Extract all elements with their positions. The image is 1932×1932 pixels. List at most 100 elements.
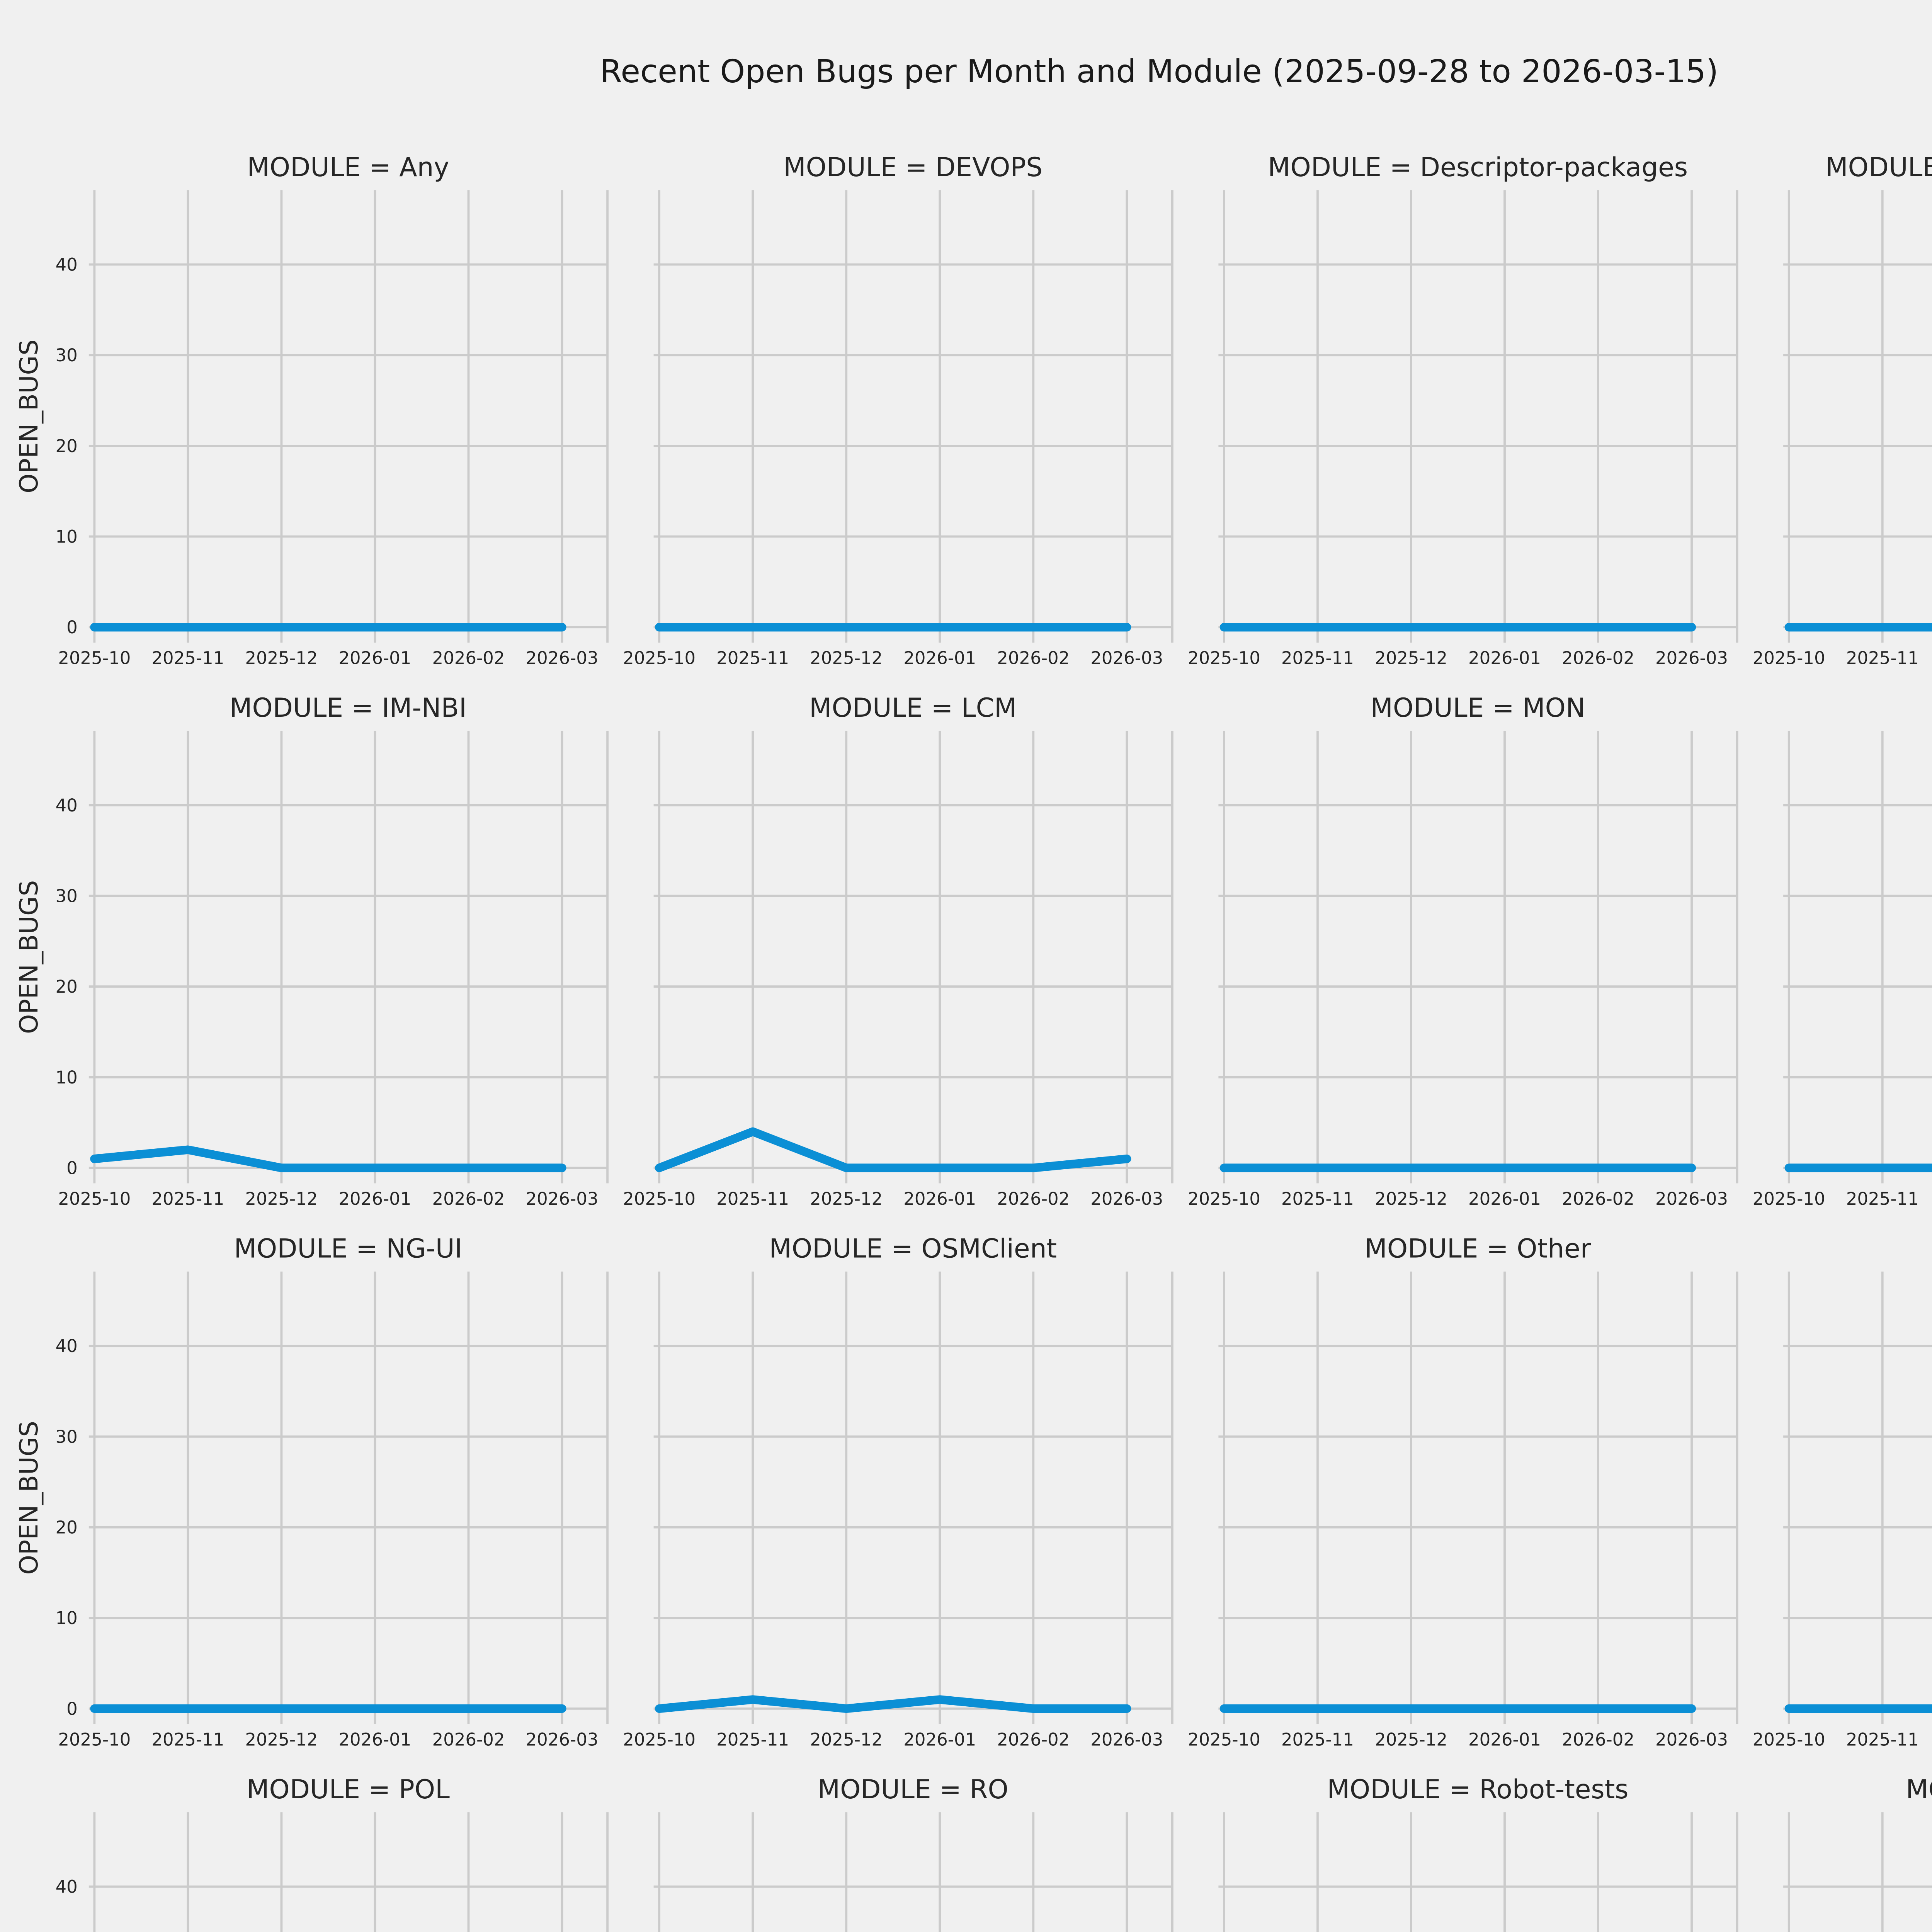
x-tick-label: 2025-10: [623, 1729, 696, 1750]
facet-DEVOPS: MODULE = DEVOPS 2025-10 2025-11 2025-12 2026…: [623, 152, 1173, 668]
x-tick-label: 2025-12: [1375, 1189, 1447, 1209]
x-tick-label: 2026-03: [526, 648, 599, 668]
x-tick-label: 2026-02: [997, 648, 1070, 668]
x-tick-label: 2025-12: [810, 1729, 883, 1750]
y-tick-label: 20: [56, 1517, 78, 1538]
x-tick-label: 2026-01: [338, 1189, 411, 1209]
y-tick-label: 10: [56, 526, 78, 547]
x-tick-label: 2025-11: [1846, 1729, 1919, 1750]
facet-title: MODULE = IM-NBI: [230, 692, 467, 723]
x-tick-label: 2026-01: [903, 1189, 976, 1209]
facet-title: MODULE = MON: [1370, 692, 1585, 723]
facet-title: MODULE = Unknown: [1906, 1774, 1932, 1804]
x-tick-label: 2026-03: [1090, 1729, 1163, 1750]
facet-Descriptor-packages: MODULE = Descriptor-packages 2025-10 2025-…: [1188, 152, 1738, 668]
x-tick-label: 2026-03: [1090, 648, 1163, 668]
y-tick-label: 30: [56, 1427, 78, 1447]
y-tick-label: 40: [56, 254, 78, 275]
x-tick-label: 2025-11: [1281, 648, 1354, 668]
y-axis-label: OPEN_BUGS: [14, 880, 44, 1034]
facet-title: MODULE = Other: [1364, 1233, 1591, 1264]
facet-IM-NBI: MODULE = IM-NBI 2025-10 2025-11 2025-12 2026…: [14, 692, 609, 1209]
facet-title: MODULE = NG-UI: [234, 1233, 462, 1264]
x-tick-label: 2025-12: [245, 1189, 318, 1209]
y-tick-label: 20: [56, 436, 78, 456]
x-tick-label: 2025-11: [1846, 1189, 1919, 1209]
facet-Any: MODULE = Any 2025-10 2025-11 2025-12 2026-01…: [14, 152, 609, 668]
x-tick-label: 2025-10: [1188, 1189, 1260, 1209]
x-tick-label: 2025-12: [245, 1729, 318, 1750]
x-tick-label: 2026-01: [1468, 648, 1541, 668]
x-tick-label: 2025-10: [623, 648, 696, 668]
x-tick-label: 2025-10: [58, 1729, 131, 1750]
x-tick-label: 2025-10: [1188, 1729, 1260, 1750]
x-tick-label: 2026-02: [432, 1189, 505, 1209]
x-tick-label: 2025-11: [1281, 1729, 1354, 1750]
x-tick-label: 2025-10: [1188, 648, 1260, 668]
x-tick-label: 2025-11: [716, 1189, 789, 1209]
facet-title: MODULE = Descriptor-packages: [1268, 152, 1688, 182]
data-line: [90, 1145, 566, 1172]
facet-title: MODULE = Any: [247, 152, 449, 182]
y-tick-label: 40: [56, 795, 78, 816]
facet-NG-UI: MODULE = NG-UI 2025-10 2025-11 2025-12 2026-…: [14, 1233, 609, 1750]
y-axis-label: OPEN_BUGS: [14, 1421, 44, 1575]
facet-Robot-tests: MODULE = Robot-tests2025-102025-112025-1…: [1218, 1774, 1738, 1932]
facet-RO: MODULE = RO2025-102025-112025-122026-012…: [653, 1774, 1173, 1932]
x-tick-label: 2025-10: [1753, 648, 1825, 668]
x-tick-label: 2025-10: [58, 1189, 131, 1209]
x-tick-label: 2025-11: [1281, 1189, 1354, 1209]
x-tick-label: 2025-12: [245, 648, 318, 668]
x-tick-label: 2026-01: [903, 648, 976, 668]
y-axis-label: OPEN_BUGS: [14, 339, 44, 493]
facet-title: MODULE = Documentation / Wiki: [1825, 152, 1932, 182]
facet-MON: MODULE = MON 2025-10 2025-11 2025-12 2026-01…: [1188, 692, 1738, 1209]
x-tick-label: 2026-01: [1468, 1189, 1541, 1209]
x-tick-label: 2025-10: [1753, 1729, 1825, 1750]
x-tick-label: 2025-11: [151, 1729, 224, 1750]
x-tick-label: 2026-02: [1562, 1189, 1634, 1209]
facet-title: MODULE = RO: [818, 1774, 1009, 1804]
x-tick-label: 2025-12: [810, 1189, 883, 1209]
facet-OSMClient: MODULE = OSMClient 2025-10 2025-11 2025-12 2…: [623, 1233, 1173, 1750]
facet-PLA: MODULE = PLA2025-102025-112025-122026-01…: [1753, 1271, 1932, 1750]
y-tick-label: 10: [56, 1067, 78, 1088]
y-tick-label: 0: [66, 1158, 78, 1178]
x-tick-label: 2026-03: [1655, 1189, 1728, 1209]
x-tick-label: 2026-01: [1468, 1729, 1541, 1750]
x-tick-label: 2026-01: [903, 1729, 976, 1750]
facet-title: MODULE = OSMClient: [769, 1233, 1057, 1264]
figure-title: Recent Open Bugs per Month and Module (2…: [600, 54, 1719, 92]
x-tick-label: 2025-11: [151, 648, 224, 668]
x-tick-label: 2026-02: [997, 1189, 1070, 1209]
x-tick-label: 2026-02: [997, 1729, 1070, 1750]
x-tick-label: 2026-03: [1655, 1729, 1728, 1750]
facet-Unknown: MODULE = Unknown2025-102025-112025-12202…: [1783, 1774, 1932, 1932]
x-tick-label: 2026-02: [432, 1729, 505, 1750]
facet-Documentation / Wiki: MODULE = Documentation / Wiki 2025-10 2025…: [1753, 152, 1932, 668]
x-tick-label: 2026-03: [1655, 648, 1728, 668]
x-tick-label: 2025-11: [151, 1189, 224, 1209]
y-tick-label: 0: [66, 617, 78, 638]
x-tick-label: 2026-01: [338, 648, 411, 668]
y-tick-label: 20: [56, 976, 78, 997]
y-tick-label: 40: [56, 1877, 78, 1897]
facet-title: MODULE = POL: [247, 1774, 450, 1804]
facet-title: MODULE = DEVOPS: [783, 152, 1043, 182]
data-line: [655, 1695, 1131, 1713]
x-tick-label: 2025-11: [716, 1729, 789, 1750]
facet-Other: MODULE = Other 2025-10 2025-11 2025-12 2026-…: [1188, 1233, 1738, 1750]
facet-title: MODULE = N2VC: [1930, 692, 1932, 723]
x-tick-label: 2025-11: [716, 648, 789, 668]
y-tick-label: 30: [56, 886, 78, 906]
x-tick-label: 2025-10: [1753, 1189, 1825, 1209]
data-line: [655, 1127, 1131, 1172]
facet-title: MODULE = Robot-tests: [1327, 1774, 1628, 1804]
y-tick-label: 30: [56, 345, 78, 366]
x-tick-label: 2026-03: [526, 1189, 599, 1209]
x-tick-label: 2025-10: [58, 648, 131, 668]
x-tick-label: 2025-12: [1375, 648, 1447, 668]
x-tick-label: 2025-12: [810, 648, 883, 668]
